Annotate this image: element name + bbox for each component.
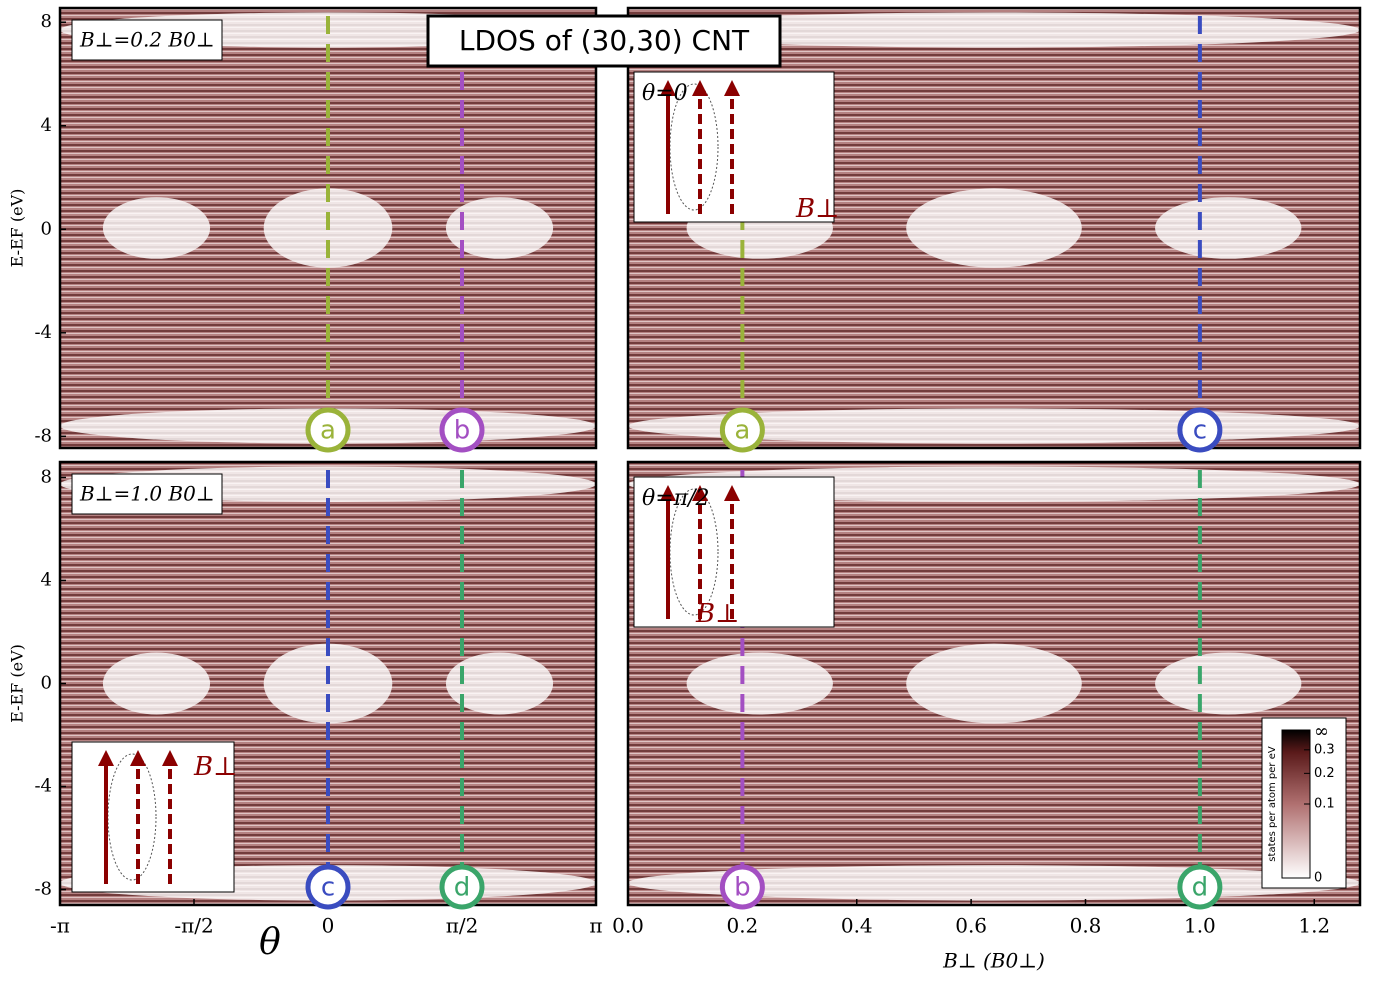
colorbar-label: states per atom per eV <box>1267 746 1278 862</box>
x-tick-label: 0.6 <box>955 914 987 938</box>
x-tick-label: -π <box>50 914 70 938</box>
marker-label: c <box>1193 416 1207 446</box>
marker-label: b <box>454 416 471 446</box>
arrow-head <box>660 485 676 501</box>
arrow-head <box>130 750 146 766</box>
arrow-head <box>692 80 708 96</box>
light-region <box>445 197 554 259</box>
annotation: B⊥=1.0 B0⊥ <box>79 482 215 506</box>
tube-outline <box>107 753 157 881</box>
light-region <box>1155 652 1302 715</box>
x-axis-label: B⊥ (B0⊥) <box>942 949 1045 973</box>
light-region <box>102 652 211 715</box>
y-tick-label: -8 <box>34 879 52 900</box>
x-tick-label: 1.2 <box>1298 914 1330 938</box>
arrow-head <box>98 750 114 766</box>
y-tick-label: 0 <box>41 218 52 239</box>
tube-outline <box>669 488 719 616</box>
marker-label: a <box>320 416 336 446</box>
marker-label: b <box>734 873 751 903</box>
annotation: θ=0 <box>642 81 688 106</box>
light-region <box>628 865 1360 901</box>
light-region <box>686 652 833 715</box>
x-tick-label: π <box>589 914 602 938</box>
colorbar-tick-label: 0.1 <box>1314 797 1335 812</box>
x-tick-label: 0.8 <box>1070 914 1102 938</box>
y-tick-label: 8 <box>41 11 52 32</box>
y-tick-label: 8 <box>41 466 52 487</box>
light-region <box>628 408 1360 444</box>
frame <box>626 6 1362 450</box>
light-region <box>906 188 1082 268</box>
x-tick-label: 0.4 <box>841 914 873 938</box>
y-tick-label: -4 <box>34 322 52 343</box>
marker-label: d <box>1192 873 1209 903</box>
light-region <box>906 643 1082 724</box>
y-tick-label: 0 <box>41 673 52 694</box>
title-box <box>426 14 782 68</box>
annotation-box <box>71 19 223 61</box>
colorbar-tick-label: 0 <box>1314 871 1322 886</box>
x-tick-label: 0 <box>322 914 335 938</box>
y-tick-label: -4 <box>34 776 52 797</box>
annotation-box <box>71 473 223 515</box>
inset-label: B⊥ <box>695 599 740 629</box>
y-axis-label: E-EF (eV) <box>8 189 27 268</box>
x-tick-label: 1.0 <box>1184 914 1216 938</box>
inset-box <box>71 741 235 893</box>
colorbar-top-label: ∞ <box>1314 721 1329 742</box>
y-tick-label: -8 <box>34 425 52 446</box>
x-tick-label: 0.2 <box>726 914 758 938</box>
marker-circle <box>1177 407 1223 453</box>
marker-label: d <box>454 873 471 903</box>
y-tick-label: 4 <box>41 569 52 590</box>
light-region <box>445 652 554 715</box>
inset-label: B⊥ <box>795 194 840 224</box>
frame <box>626 460 1362 907</box>
x-tick-label: π/2 <box>446 914 479 938</box>
colorbar-tick-label: 0.2 <box>1314 766 1335 781</box>
arrow-head <box>660 80 676 96</box>
title: LDOS of (30,30) CNT <box>459 24 750 57</box>
marker-circle <box>439 407 485 453</box>
light-region <box>102 197 211 259</box>
annotation: θ=π/2 <box>642 486 710 511</box>
x-tick-label: 0.0 <box>612 914 644 938</box>
marker-circle <box>719 407 765 453</box>
marker-label: a <box>734 416 750 446</box>
arrow-head <box>724 80 740 96</box>
marker-circle <box>305 407 351 453</box>
marker-circle <box>719 864 765 910</box>
arrow-head <box>724 485 740 501</box>
light-region <box>1155 197 1302 259</box>
colorbar-tick-label: 0.3 <box>1314 742 1335 757</box>
inset-label: B⊥ <box>193 752 238 782</box>
y-tick-label: 4 <box>41 115 52 136</box>
arrow-head <box>162 750 178 766</box>
annotation: B⊥=0.2 B0⊥ <box>79 28 215 52</box>
marker-circle <box>439 864 485 910</box>
y-axis-label: E-EF (eV) <box>8 644 27 723</box>
marker-circle <box>1177 864 1223 910</box>
light-region <box>628 12 1360 48</box>
marker-label: c <box>321 873 335 903</box>
x-axis-label: θ <box>259 922 281 963</box>
arrow-head <box>692 485 708 501</box>
tube-outline <box>669 83 719 211</box>
marker-circle <box>305 864 351 910</box>
x-tick-label: -π/2 <box>174 914 213 938</box>
